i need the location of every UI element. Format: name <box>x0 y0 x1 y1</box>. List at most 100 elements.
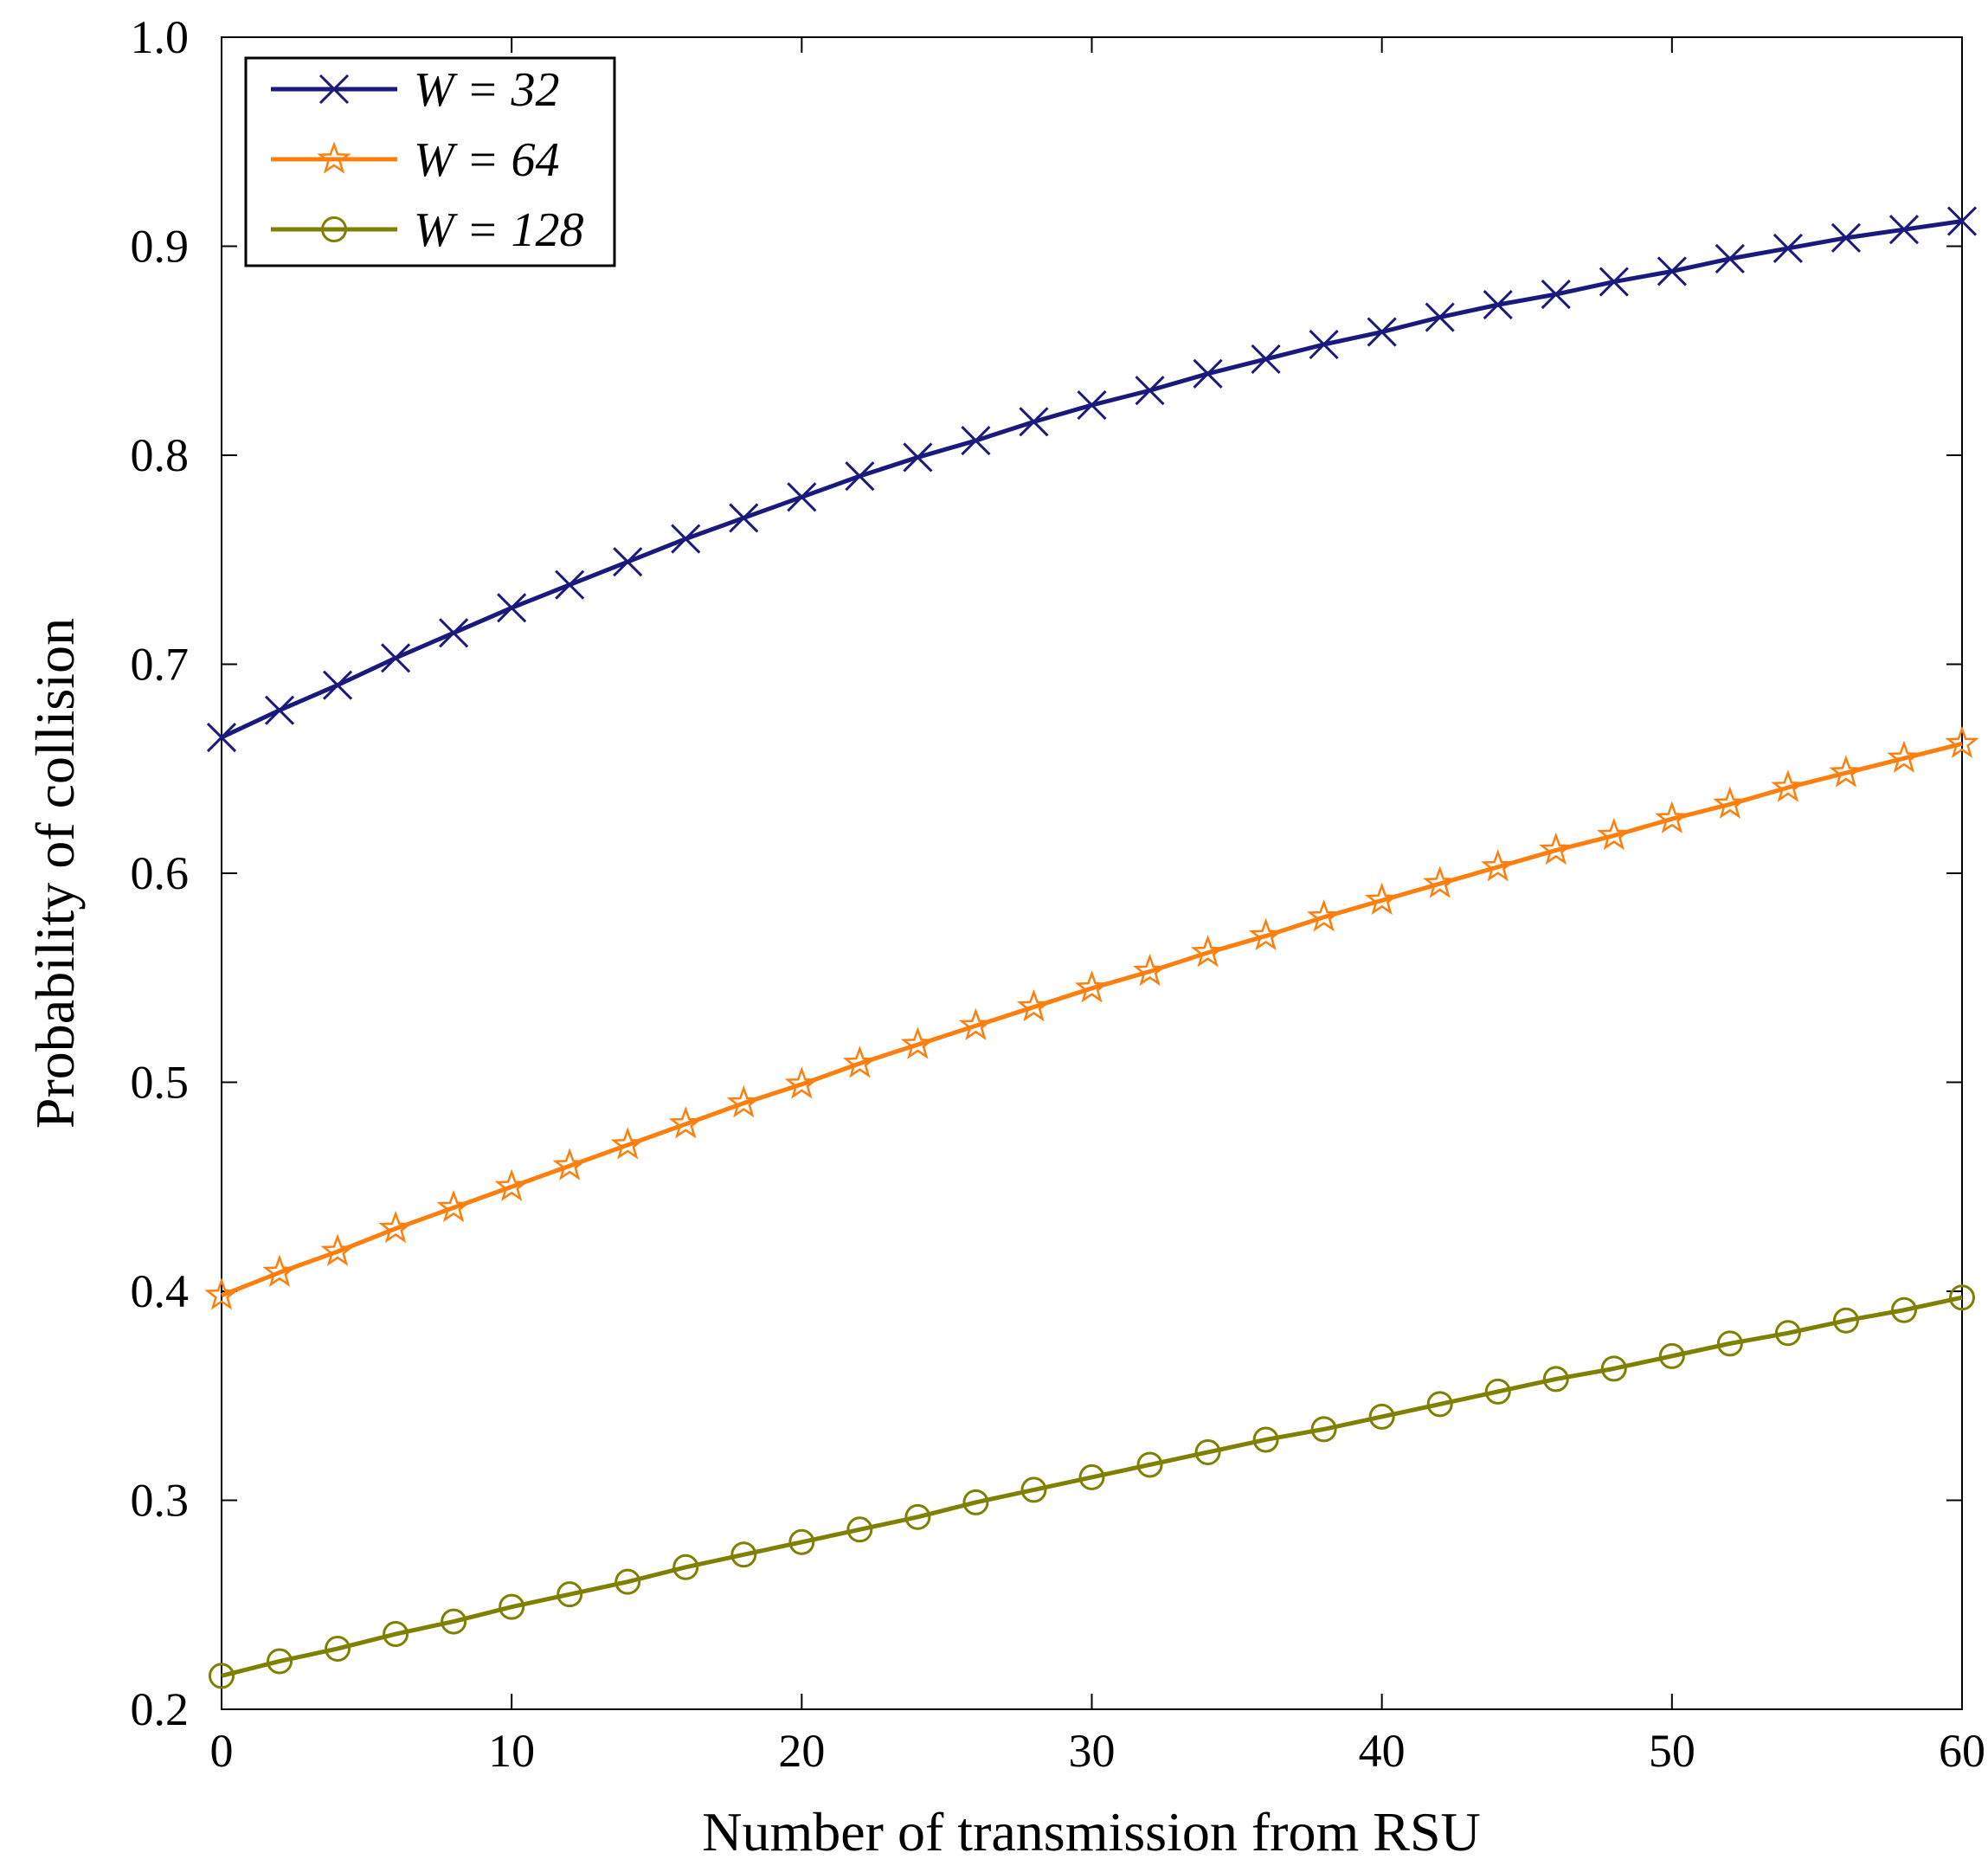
data-point-w-32 <box>729 503 759 533</box>
data-point-w-32 <box>439 618 469 648</box>
data-point-w-64 <box>1132 953 1168 987</box>
data-point-w-128 <box>1716 1330 1743 1357</box>
data-point-w-64 <box>958 1007 994 1041</box>
data-point-w-64 <box>610 1127 645 1160</box>
data-point-w-128 <box>1252 1426 1279 1453</box>
data-point-w-32 <box>1830 222 1861 253</box>
data-point-w-32 <box>1019 407 1049 437</box>
data-point-w-32 <box>787 482 817 512</box>
data-point-w-32-stroke-b <box>1077 389 1107 421</box>
legend-label-w-32: W = 32 <box>414 63 559 117</box>
data-point-w-32-stroke-b <box>961 426 991 456</box>
data-point-w-64 <box>1248 917 1284 951</box>
data-point-w-32 <box>206 722 237 753</box>
data-point-w-32 <box>1599 267 1629 297</box>
legend-label-w-64: W = 64 <box>414 133 559 187</box>
data-point-w-32 <box>381 643 411 673</box>
data-point-w-32 <box>671 524 701 554</box>
plot-frame <box>221 36 1963 1710</box>
y-tick-label: 0.4 <box>131 1265 190 1317</box>
data-point-w-32-stroke-b <box>1772 233 1803 263</box>
legend-marker-w-64 <box>317 141 351 174</box>
data-point-w-128 <box>1368 1403 1395 1430</box>
data-point-w-64 <box>1887 740 1921 773</box>
series-line-w-64 <box>221 741 1963 1298</box>
data-point-w-128 <box>1542 1366 1569 1393</box>
data-point-w-64 <box>1597 817 1631 851</box>
y-axis-title: Probability of collision <box>24 618 86 1129</box>
data-point-w-64 <box>1190 935 1226 968</box>
data-point-w-32-stroke-b <box>264 695 295 725</box>
y-tick-label: 0.3 <box>131 1475 190 1527</box>
data-point-w-32-stroke-b <box>1599 267 1629 297</box>
data-point-w-64 <box>1829 755 1863 788</box>
data-point-w-64 <box>1771 769 1805 802</box>
data-point-w-128 <box>614 1568 641 1595</box>
data-point-w-32 <box>845 461 875 492</box>
data-point-w-32 <box>1425 302 1455 332</box>
data-point-w-64 <box>262 1254 297 1287</box>
data-point-w-32-stroke-b <box>1135 376 1165 406</box>
data-point-w-32 <box>1946 206 1978 236</box>
data-point-w-64 <box>1481 849 1515 882</box>
data-point-w-64 <box>1365 882 1399 916</box>
data-point-w-128 <box>267 1648 293 1675</box>
data-point-w-32-stroke-b <box>555 569 585 600</box>
data-point-w-32-stroke-b <box>1541 279 1571 310</box>
data-point-w-64 <box>436 1189 471 1223</box>
data-point-w-32-stroke-b <box>1367 317 1397 347</box>
data-point-w-32-stroke-b <box>903 442 933 473</box>
data-point-w-128 <box>1078 1464 1105 1490</box>
data-point-w-32 <box>1541 279 1571 310</box>
data-point-w-64 <box>1016 988 1052 1022</box>
data-point-w-128 <box>325 1635 351 1662</box>
data-point-w-64 <box>320 1233 355 1266</box>
x-tick-label: 10 <box>488 1725 535 1777</box>
x-tick-label: 0 <box>210 1725 234 1777</box>
data-point-w-128 <box>1194 1438 1221 1465</box>
data-point-w-32-stroke-b <box>1657 256 1687 286</box>
data-point-w-32-stroke-b <box>1251 344 1281 374</box>
legend: W = 32 W = 64 W = 128 <box>244 56 616 267</box>
data-point-w-32-stroke-b <box>206 722 237 753</box>
x-tick-label: 20 <box>778 1725 825 1777</box>
y-tick-label: 0.5 <box>131 1057 190 1109</box>
x-tick-label: 60 <box>1939 1725 1985 1777</box>
data-point-w-32 <box>1772 233 1803 263</box>
data-point-w-32 <box>903 442 933 473</box>
y-tick-label: 0.7 <box>131 639 190 691</box>
data-point-w-32-stroke-b <box>323 670 353 700</box>
data-point-w-64 <box>1074 970 1110 1003</box>
data-point-w-128 <box>1890 1296 1917 1323</box>
data-point-w-128 <box>962 1489 989 1515</box>
data-point-w-64 <box>1306 899 1341 932</box>
data-point-w-32-stroke-b <box>439 618 469 648</box>
data-point-w-32 <box>323 670 353 700</box>
data-point-w-128 <box>730 1541 757 1568</box>
data-point-w-128 <box>1949 1284 1975 1311</box>
y-tick-label: 1.0 <box>131 11 190 63</box>
data-point-w-64 <box>494 1168 529 1201</box>
data-point-w-128 <box>788 1528 815 1555</box>
data-point-w-32-stroke-b <box>1483 290 1513 320</box>
data-point-w-32 <box>961 426 991 456</box>
data-point-w-128 <box>672 1554 699 1580</box>
data-point-w-32 <box>1251 344 1281 374</box>
data-point-w-32-stroke-b <box>1946 206 1978 236</box>
data-point-w-32-stroke-b <box>845 461 875 492</box>
data-point-w-32 <box>264 695 295 725</box>
data-point-w-64 <box>1539 832 1573 865</box>
data-point-w-32-stroke-b <box>1425 302 1455 332</box>
data-point-w-128 <box>1832 1307 1859 1334</box>
data-point-w-32-stroke-b <box>1830 222 1861 253</box>
data-point-w-32-stroke-b <box>1888 215 1920 245</box>
data-point-w-32 <box>1888 215 1920 245</box>
data-point-w-32 <box>555 569 585 600</box>
data-point-w-128 <box>1136 1451 1163 1478</box>
data-point-w-32-stroke-b <box>729 503 759 533</box>
data-point-w-128 <box>904 1503 931 1530</box>
data-point-w-32 <box>497 593 527 623</box>
data-point-w-32-stroke-b <box>1309 329 1339 360</box>
legend-marker-w-32-stroke-b <box>318 74 350 105</box>
data-point-w-128 <box>441 1608 467 1635</box>
